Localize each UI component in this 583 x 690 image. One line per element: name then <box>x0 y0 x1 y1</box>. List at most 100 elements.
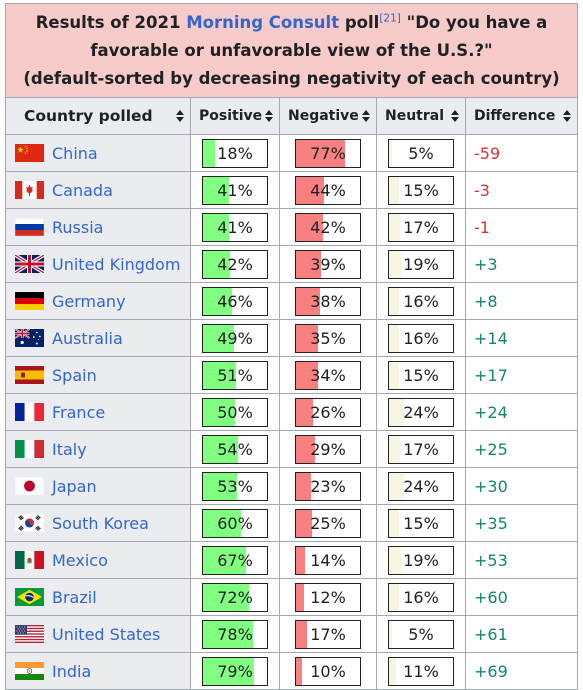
positive-value: 67% <box>217 550 253 570</box>
sort-icon[interactable] <box>265 110 273 122</box>
neutral-value: 17% <box>403 217 439 237</box>
negative-value: 42% <box>310 217 346 237</box>
neutral-bar-fill <box>389 435 400 463</box>
country-link[interactable]: South Korea <box>52 513 149 533</box>
negative-bar-fill <box>296 657 303 685</box>
caption-question: "Do you have a favorable or unfavorable … <box>90 13 548 60</box>
positive-value: 54% <box>217 439 253 459</box>
country-cell: Mexico <box>5 541 191 579</box>
neutral-value: 16% <box>403 328 439 348</box>
header-country-polled[interactable]: Country polled <box>5 97 191 135</box>
difference-value: +61 <box>474 624 508 644</box>
positive-bar: 18% <box>202 138 268 168</box>
positive-bar-fill <box>203 435 238 463</box>
neutral-cell: 24% <box>376 467 466 505</box>
uk-flag-icon <box>15 254 44 273</box>
sort-icon[interactable] <box>451 110 459 122</box>
positive-bar-fill <box>203 398 235 426</box>
positive-bar-fill <box>203 213 230 241</box>
negative-bar: 44% <box>295 175 361 205</box>
header-negative[interactable]: Negative <box>279 97 377 135</box>
negative-cell: 10% <box>279 652 377 690</box>
negative-cell: 44% <box>279 171 377 209</box>
table-caption: Results of 2021 Morning Consult poll[21]… <box>5 3 578 97</box>
neutral-cell: 19% <box>376 245 466 283</box>
header-positive[interactable]: Positive <box>190 97 280 135</box>
country-link[interactable]: Spain <box>52 365 97 385</box>
sort-icon[interactable] <box>362 110 370 122</box>
country-link[interactable]: United States <box>52 624 161 644</box>
negative-bar-fill <box>296 435 315 463</box>
country-link[interactable]: France <box>52 402 106 422</box>
header-neutral[interactable]: Neutral <box>376 97 466 135</box>
neutral-value: 16% <box>403 587 439 607</box>
reference-link[interactable]: [21] <box>379 12 401 25</box>
usa-flag-icon <box>15 624 44 643</box>
country-link[interactable]: Mexico <box>52 550 108 570</box>
positive-value: 51% <box>217 365 253 385</box>
negative-bar-fill <box>296 250 321 278</box>
sort-icon[interactable] <box>563 110 571 122</box>
russia-flag-icon <box>15 217 44 236</box>
negative-bar: 34% <box>295 360 361 390</box>
country-link[interactable]: Australia <box>52 328 123 348</box>
positive-value: 60% <box>217 513 253 533</box>
neutral-value: 16% <box>403 291 439 311</box>
negative-bar: 12% <box>295 582 361 612</box>
country-cell: Russia <box>5 208 191 246</box>
positive-bar: 67% <box>202 545 268 575</box>
country-link[interactable]: Italy <box>52 439 87 459</box>
country-link[interactable]: Japan <box>52 476 97 496</box>
difference-value: +30 <box>474 476 508 496</box>
country-cell: Italy <box>5 430 191 468</box>
negative-bar: 42% <box>295 212 361 242</box>
neutral-bar: 19% <box>388 249 454 279</box>
table-row: Mexico 67% 14% 19% +53 <box>5 541 578 579</box>
country-cell: Japan <box>5 467 191 505</box>
negative-cell: 29% <box>279 430 377 468</box>
negative-bar: 25% <box>295 508 361 538</box>
neutral-bar-fill <box>389 139 393 167</box>
sort-icon[interactable] <box>176 110 184 122</box>
difference-cell: +35 <box>465 504 578 542</box>
table-row: Russia 41% 42% 17% -1 <box>5 208 578 246</box>
country-cell: Australia <box>5 319 191 357</box>
difference-value: -59 <box>474 143 501 163</box>
country-link[interactable]: Canada <box>52 180 113 200</box>
negative-value: 23% <box>310 476 346 496</box>
country-link[interactable]: India <box>52 661 92 681</box>
neutral-cell: 15% <box>376 504 466 542</box>
table-row: United States 78% 17% 5% +61 <box>5 615 578 653</box>
country-link[interactable]: China <box>52 143 98 163</box>
neutral-cell: 17% <box>376 430 466 468</box>
neutral-bar-fill <box>389 176 399 204</box>
neutral-bar: 15% <box>388 175 454 205</box>
country-cell: Spain <box>5 356 191 394</box>
country-link[interactable]: United Kingdom <box>52 254 181 274</box>
morning-consult-link[interactable]: Morning Consult <box>186 13 340 32</box>
positive-bar-fill <box>203 472 237 500</box>
country-link[interactable]: Russia <box>52 217 104 237</box>
header-difference[interactable]: Difference <box>465 97 578 135</box>
neutral-bar: 16% <box>388 286 454 316</box>
difference-cell: +60 <box>465 578 578 616</box>
positive-bar-fill <box>203 620 253 648</box>
difference-value: +69 <box>474 661 508 681</box>
positive-bar-fill <box>203 287 233 315</box>
brazil-flag-icon <box>15 587 44 606</box>
table-row: Japan 53% 23% 24% +30 <box>5 467 578 505</box>
positive-cell: 46% <box>190 282 280 320</box>
neutral-bar: 17% <box>388 212 454 242</box>
positive-bar: 42% <box>202 249 268 279</box>
positive-value: 41% <box>217 180 253 200</box>
positive-bar: 72% <box>202 582 268 612</box>
south-korea-flag-icon <box>15 513 44 532</box>
negative-bar-fill <box>296 139 346 167</box>
neutral-bar: 24% <box>388 397 454 427</box>
country-link[interactable]: Germany <box>52 291 126 311</box>
neutral-bar-fill <box>389 657 397 685</box>
neutral-value: 19% <box>403 254 439 274</box>
negative-bar-fill <box>296 324 319 352</box>
negative-bar-fill <box>296 509 312 537</box>
country-link[interactable]: Brazil <box>52 587 97 607</box>
